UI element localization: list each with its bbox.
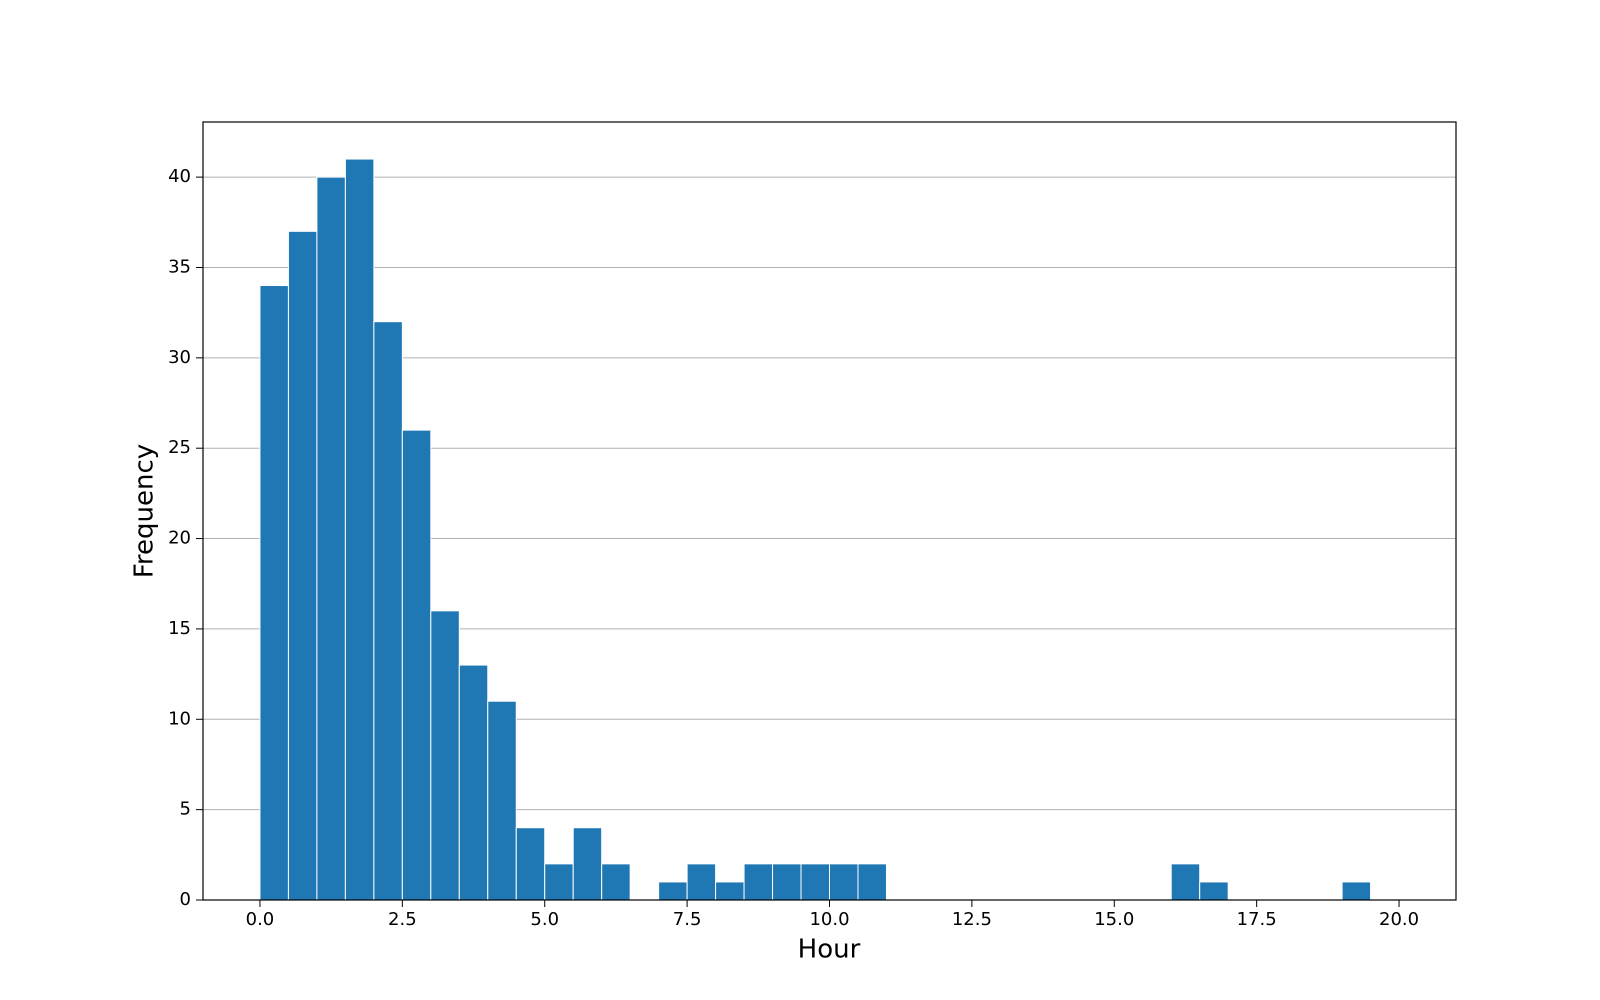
y-tick-label: 40 [168,166,191,187]
bar [1170,863,1201,901]
bar [373,321,403,901]
x-tick-label: 10.0 [809,909,849,930]
bar [458,664,489,901]
y-axis-title: Frequency [130,444,160,578]
bar [857,863,887,901]
bar [430,610,460,901]
bar [658,881,688,901]
bar [1199,881,1229,901]
y-tick-label: 20 [168,528,191,549]
x-tick-label: 2.5 [388,909,417,930]
y-tick-label: 5 [180,799,191,820]
bar [544,863,574,901]
x-axis-title: Hour [798,935,861,965]
bar [601,863,631,901]
x-tick-label: 5.0 [530,909,559,930]
y-tick-label: 25 [168,437,191,458]
bar [772,863,802,901]
bar [1341,881,1372,901]
bar [715,881,745,901]
y-tick-label: 10 [168,708,191,729]
x-tick-label: 15.0 [1094,909,1134,930]
plot-frame [202,121,1457,901]
bar [829,863,859,901]
y-tick-label: 0 [180,889,191,910]
y-tick-label: 35 [168,256,191,277]
bar [401,429,432,901]
x-tick-label: 0.0 [246,909,275,930]
bar [686,863,717,901]
bar [344,158,375,901]
y-tick-label: 15 [168,618,191,639]
y-tick-label: 30 [168,347,191,368]
x-tick-label: 7.5 [673,909,702,930]
x-tick-label: 12.5 [952,909,992,930]
x-tick-label: 20.0 [1379,909,1419,930]
x-tick-label: 17.5 [1237,909,1277,930]
bar [487,700,517,901]
bar [259,285,289,901]
bar [287,230,318,901]
bar [572,827,603,901]
bar [743,863,774,901]
bar [316,176,346,901]
bar [515,827,546,901]
bar [800,863,830,901]
